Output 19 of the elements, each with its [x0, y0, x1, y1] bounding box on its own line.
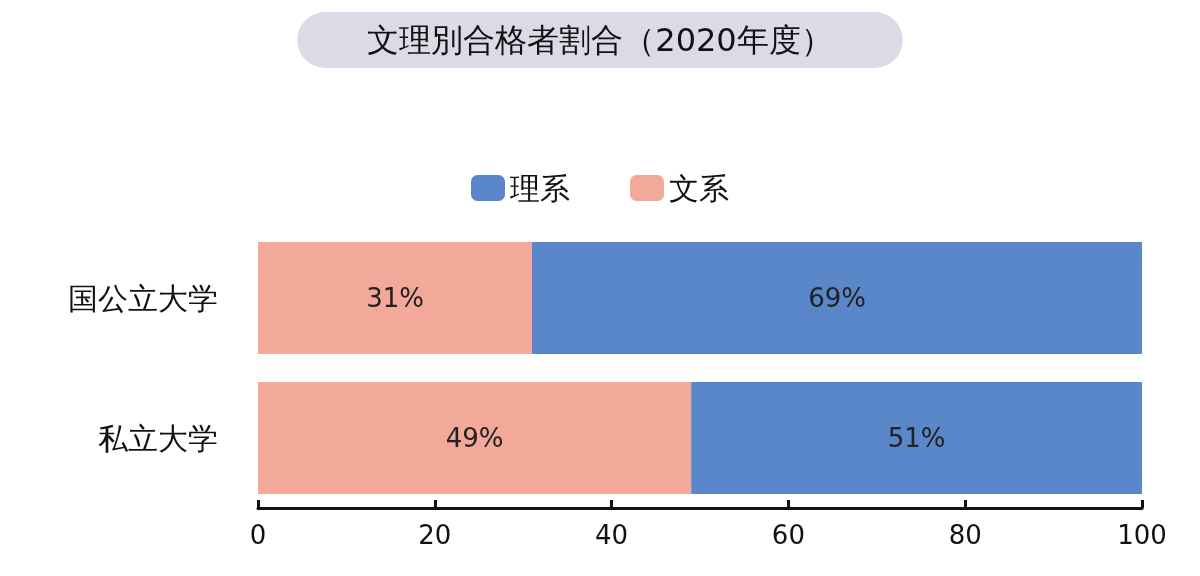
bar [532, 242, 1142, 354]
bar [258, 242, 533, 354]
x-tick-label: 20 [418, 520, 452, 550]
x-tick-label: 40 [595, 520, 629, 550]
y-tick-label: 国公立大学 [68, 280, 218, 316]
x-tick-label: 100 [1117, 520, 1167, 550]
x-tick-label: 60 [771, 520, 805, 550]
x-tick-label: 80 [948, 520, 982, 550]
y-tick-label: 私立大学 [98, 420, 218, 456]
legend-label: 理系 [510, 170, 570, 206]
data-label: 31% [366, 283, 424, 313]
chart-title: 文理別合格者割合（2020年度） [367, 21, 833, 59]
data-label: 51% [887, 423, 946, 453]
x-tick-label: 0 [249, 520, 267, 550]
legend-label: 文系 [669, 170, 729, 206]
bar [258, 382, 692, 494]
data-label: 69% [808, 283, 866, 313]
data-label: 49% [445, 423, 504, 453]
bar [691, 382, 1142, 494]
